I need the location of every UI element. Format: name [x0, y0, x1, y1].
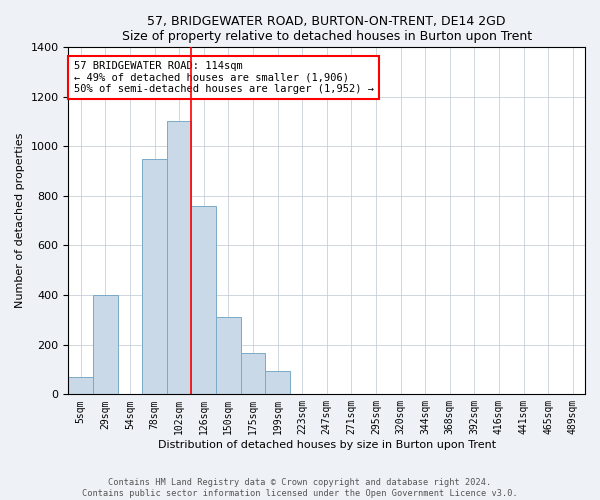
- Bar: [216, 318, 241, 394]
- Bar: [265, 371, 290, 394]
- Bar: [142, 158, 167, 394]
- X-axis label: Distribution of detached houses by size in Burton upon Trent: Distribution of detached houses by size …: [158, 440, 496, 450]
- Y-axis label: Number of detached properties: Number of detached properties: [15, 133, 25, 308]
- Bar: [191, 206, 216, 394]
- Bar: [167, 122, 191, 394]
- Bar: [93, 295, 118, 394]
- Bar: [241, 354, 265, 395]
- Title: 57, BRIDGEWATER ROAD, BURTON-ON-TRENT, DE14 2GD
Size of property relative to det: 57, BRIDGEWATER ROAD, BURTON-ON-TRENT, D…: [122, 15, 532, 43]
- Text: 57 BRIDGEWATER ROAD: 114sqm
← 49% of detached houses are smaller (1,906)
50% of : 57 BRIDGEWATER ROAD: 114sqm ← 49% of det…: [74, 61, 374, 94]
- Text: Contains HM Land Registry data © Crown copyright and database right 2024.
Contai: Contains HM Land Registry data © Crown c…: [82, 478, 518, 498]
- Bar: [68, 378, 93, 394]
